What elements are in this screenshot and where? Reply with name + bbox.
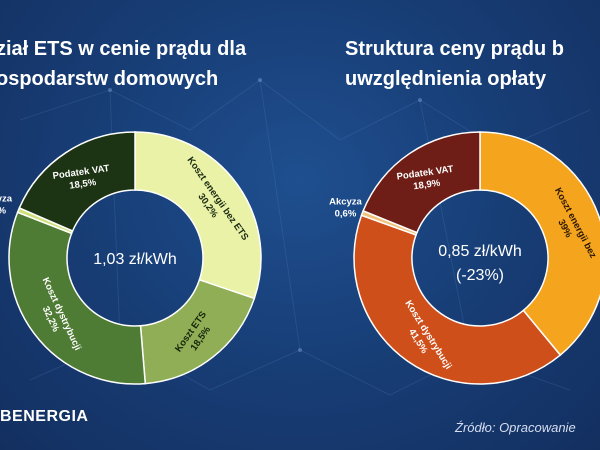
left-slice-koszt-energii-bez-ets bbox=[134, 131, 262, 300]
right-slice-label-akcyza: Akcyza bbox=[329, 197, 362, 208]
left-slice-value-akcyza: % bbox=[0, 205, 7, 216]
right-center-sub: (-23%) bbox=[456, 267, 504, 284]
right-slice-koszt-dystrybucji bbox=[353, 214, 562, 385]
brand-logo: BENERGIA bbox=[0, 408, 89, 425]
left-slice-koszt-dystrybucji bbox=[8, 211, 147, 385]
left-slice-value-podatek-vat: 18,5% bbox=[69, 177, 98, 192]
chart-title-left-line2: ospodarstw domowych bbox=[0, 68, 219, 90]
chart-title-right: Struktura ceny prądu b uwzględnienia opł… bbox=[345, 34, 564, 94]
right-slice-koszt-energii-bez-ets bbox=[479, 131, 600, 357]
left-slice-label-group-akcyza: cyza% bbox=[0, 193, 13, 216]
left-slice-podatek-vat bbox=[18, 131, 136, 232]
chart-title-right-line2: uwzględnienia opłaty bbox=[345, 68, 547, 90]
left-center-value: 1,03 zł/kWh bbox=[93, 251, 177, 268]
chart-title-left: ział ETS w cenie prądu dla ospodarstw do… bbox=[0, 34, 246, 94]
right-slice-value-podatek-vat: 18,9% bbox=[413, 178, 442, 193]
chart-title-left-line1: ział ETS w cenie prądu dla bbox=[0, 38, 247, 60]
right-slice-podatek-vat bbox=[362, 131, 481, 234]
chart-title-right-line1: Struktura ceny prądu b bbox=[345, 38, 564, 60]
right-center-value: 0,85 zł/kWh bbox=[438, 243, 522, 260]
source-note: Źródło: Opracowanie bbox=[455, 420, 576, 435]
left-slice-label-akcyza: cyza bbox=[0, 193, 13, 204]
right-slice-value-akcyza: 0,6% bbox=[335, 209, 357, 220]
